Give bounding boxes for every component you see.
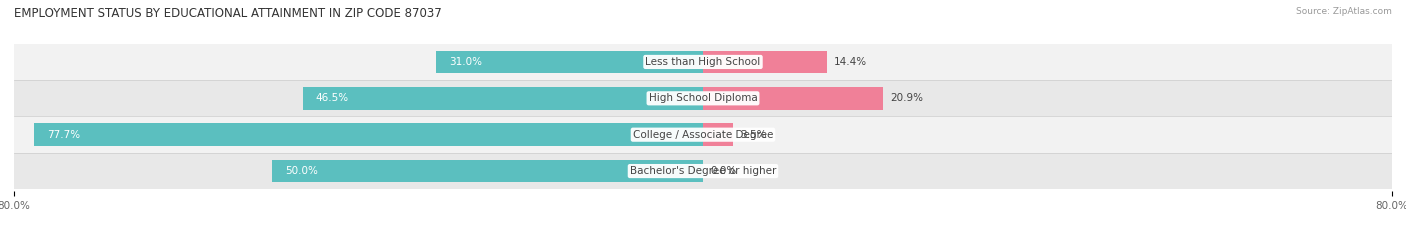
Bar <box>703 87 883 110</box>
Text: 0.0%: 0.0% <box>710 166 737 176</box>
Text: Bachelor's Degree or higher: Bachelor's Degree or higher <box>630 166 776 176</box>
Bar <box>14 153 1392 189</box>
Text: College / Associate Degree: College / Associate Degree <box>633 130 773 140</box>
Text: EMPLOYMENT STATUS BY EDUCATIONAL ATTAINMENT IN ZIP CODE 87037: EMPLOYMENT STATUS BY EDUCATIONAL ATTAINM… <box>14 7 441 20</box>
Bar <box>273 160 703 182</box>
Text: Source: ZipAtlas.com: Source: ZipAtlas.com <box>1296 7 1392 16</box>
Bar <box>14 116 1392 153</box>
Bar <box>14 80 1392 116</box>
Text: 20.9%: 20.9% <box>890 93 922 103</box>
Bar <box>436 51 703 73</box>
Bar <box>703 51 827 73</box>
Text: Less than High School: Less than High School <box>645 57 761 67</box>
Text: 31.0%: 31.0% <box>449 57 482 67</box>
Text: 46.5%: 46.5% <box>315 93 349 103</box>
Bar <box>14 44 1392 80</box>
Text: 50.0%: 50.0% <box>285 166 318 176</box>
Bar <box>34 123 703 146</box>
Text: 3.5%: 3.5% <box>740 130 766 140</box>
Text: 14.4%: 14.4% <box>834 57 868 67</box>
Bar <box>302 87 703 110</box>
Text: High School Diploma: High School Diploma <box>648 93 758 103</box>
Text: 77.7%: 77.7% <box>46 130 80 140</box>
Bar <box>703 123 733 146</box>
